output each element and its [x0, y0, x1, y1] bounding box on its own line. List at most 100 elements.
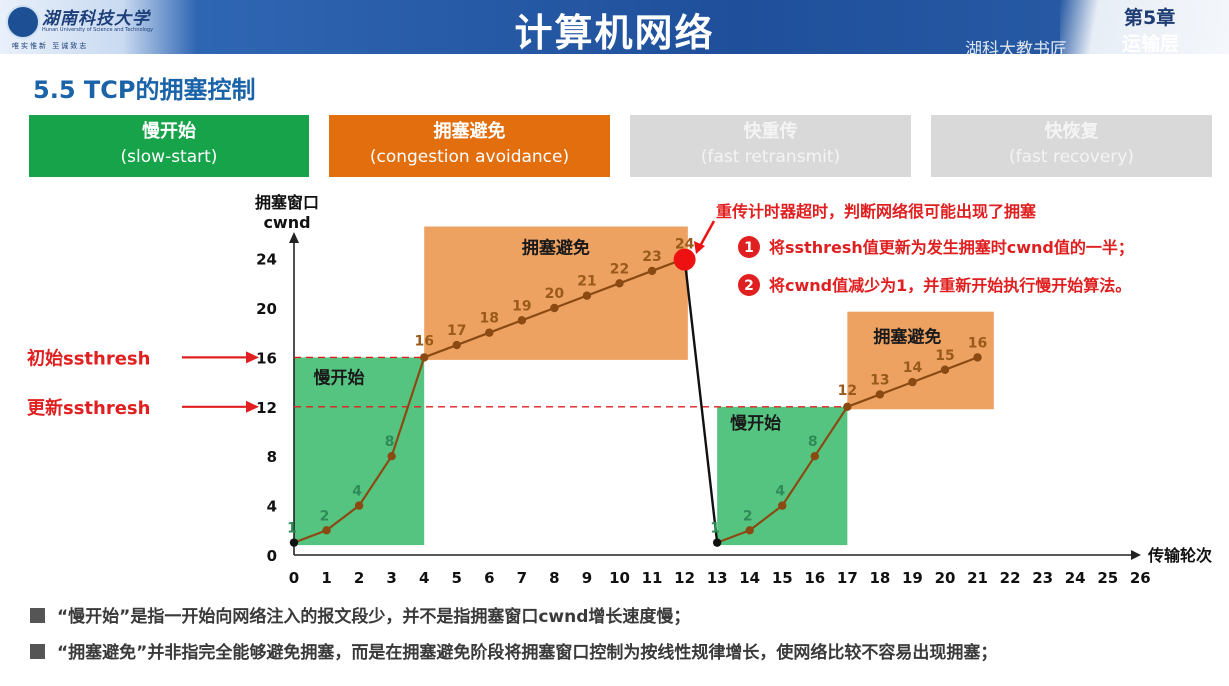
region-slow-start-0: [294, 357, 425, 546]
data-point: [550, 303, 559, 313]
data-point: [875, 390, 885, 399]
phase-fast-recovery: 快恢复 (fast recovery): [931, 115, 1212, 177]
data-point: [289, 538, 299, 547]
threshold-label: 初始ssthresh: [27, 347, 150, 369]
step1-badge-number: 1: [744, 240, 754, 256]
x-tick-label: 13: [707, 569, 728, 587]
x-tick-label: 15: [772, 569, 793, 587]
y-tick-label: 20: [256, 300, 277, 318]
y-axis-label-unit: cwnd: [263, 213, 310, 232]
step2-badge: [738, 274, 760, 296]
annotation-step2: 将cwnd值减少为1，并重新开始执行慢开始算法。: [769, 276, 1131, 295]
data-label: 19: [512, 298, 531, 314]
x-tick-label: 23: [1032, 569, 1053, 587]
step1-badge: [738, 236, 760, 258]
logo-english: Hunan University of Science and Technolo…: [42, 27, 154, 33]
section-title: 5.5 TCP的拥塞控制: [33, 76, 256, 104]
congestion-event-marker: [673, 248, 696, 271]
phase-slow-start: 慢开始 (slow-start): [29, 115, 309, 177]
data-point: [582, 291, 592, 300]
data-label: 16: [968, 335, 987, 351]
chapter-subtitle: 运输层: [1122, 33, 1180, 55]
data-label: 4: [352, 484, 362, 500]
header-corner: [1060, 0, 1229, 54]
region-label: 慢开始: [730, 413, 781, 434]
region-congestion-avoidance-1: [424, 226, 688, 360]
chapter-label: 第5章: [1124, 7, 1176, 29]
timeout-annotation-title: 重传计时器超时，判断网络很可能出现了拥塞: [716, 202, 1037, 221]
page-title: 计算机网络: [514, 11, 715, 55]
data-point: [940, 365, 950, 374]
data-label: 17: [447, 323, 466, 339]
region-label: 拥塞避免: [873, 327, 941, 348]
header-bar: [0, 0, 1229, 54]
y-axis-arrow-icon: [289, 232, 299, 243]
data-label: 21: [577, 274, 596, 290]
x-tick-label: 3: [386, 569, 396, 587]
data-point: [615, 279, 624, 288]
x-tick-label: 12: [674, 569, 695, 587]
annotation-step1: 将ssthresh值更新为发生拥塞时cwnd值的一半；: [769, 238, 1134, 257]
phase-english: (slow-start): [120, 147, 218, 167]
data-label: 20: [545, 286, 565, 302]
x-tick-label: 6: [484, 569, 494, 587]
threshold-label: 更新ssthresh: [27, 397, 150, 419]
x-tick-label: 9: [582, 569, 592, 587]
data-label: 22: [610, 261, 629, 277]
logo-name: 湖南科技大学: [42, 9, 150, 29]
x-axis-arrow-icon: [1131, 550, 1141, 560]
y-tick-label: 4: [267, 498, 277, 516]
phase-name: 拥塞避免: [433, 121, 506, 142]
data-point: [420, 353, 429, 362]
x-tick-label: 5: [452, 569, 462, 587]
phase-english: (fast recovery): [1009, 147, 1134, 167]
y-tick-label: 8: [267, 448, 277, 466]
data-label: 18: [480, 311, 499, 327]
data-label: 12: [838, 383, 857, 399]
y-tick-label: 24: [256, 251, 277, 269]
x-tick-label: 1: [321, 569, 331, 587]
data-label: 24: [675, 237, 695, 253]
y-axis-label: 拥塞窗口: [255, 193, 319, 212]
y-tick-label: 12: [256, 399, 277, 417]
threshold-arrow-head-icon: [246, 351, 259, 364]
x-tick-label: 24: [1065, 569, 1086, 587]
x-tick-label: 7: [517, 569, 527, 587]
data-label: 14: [903, 360, 923, 376]
data-label: 13: [870, 372, 889, 388]
data-label: 1: [710, 521, 720, 537]
watermark: 湖科大教书匠: [965, 40, 1067, 60]
phase-fast-retransmit: 快重传 (fast retransmit): [630, 115, 911, 177]
data-label: 15: [935, 348, 954, 364]
logo-motto: 唯实惟新 至诚致志: [12, 42, 89, 50]
phase-name: 慢开始: [142, 121, 196, 142]
congestion-callout-arrow-icon: [694, 241, 705, 254]
phase-english: (congestion avoidance): [369, 147, 570, 167]
data-label: 2: [743, 508, 753, 524]
note-text: “慢开始”是指一开始向网络注入的报文段少，并不是指拥塞窗口cwnd增长速度慢；: [57, 607, 691, 627]
region-label: 拥塞避免: [522, 238, 590, 259]
congestion-callout-line: [697, 220, 716, 249]
data-point: [973, 353, 982, 362]
x-tick-label: 17: [837, 569, 858, 587]
data-point: [452, 340, 461, 350]
x-tick-label: 4: [419, 569, 429, 587]
x-tick-label: 0: [289, 569, 299, 587]
data-point: [322, 526, 331, 535]
data-label: 1: [287, 521, 297, 537]
phase-congestion-avoidance: 拥塞避免 (congestion avoidance): [329, 115, 610, 177]
series-line-cwnd-drop: [683, 258, 719, 543]
data-point: [387, 452, 396, 461]
x-tick-label: 20: [935, 569, 956, 587]
x-tick-label: 11: [642, 569, 663, 587]
x-tick-label: 18: [869, 569, 890, 587]
threshold-arrow-head-icon: [246, 400, 259, 413]
x-tick-label: 25: [1097, 569, 1118, 587]
data-point: [745, 526, 754, 535]
data-point: [712, 538, 722, 547]
note-text: “拥塞避免”并非指完全能够避免拥塞，而是在拥塞避免阶段将拥塞窗口控制为按线性规律…: [57, 643, 998, 663]
bullet-square-icon: [30, 608, 45, 623]
x-tick-label: 14: [739, 569, 760, 587]
data-point: [647, 266, 657, 276]
